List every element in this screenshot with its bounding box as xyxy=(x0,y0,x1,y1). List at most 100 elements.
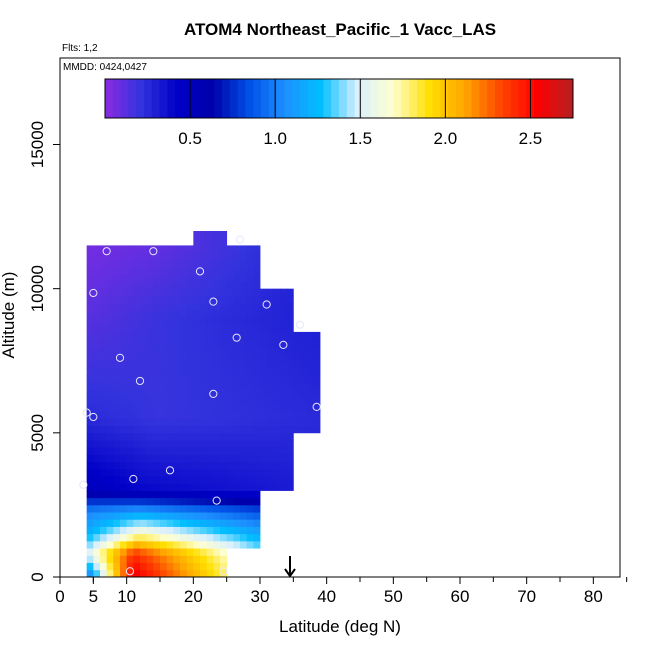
field-cell xyxy=(180,519,188,527)
colorbar-swatch xyxy=(206,79,215,118)
field-cell xyxy=(220,252,228,261)
field-cell xyxy=(306,425,314,434)
field-cell xyxy=(200,562,208,571)
field-cell xyxy=(280,389,288,398)
field-cell xyxy=(226,476,234,484)
field-cell xyxy=(213,303,221,311)
field-cell xyxy=(200,490,208,499)
field-cell xyxy=(286,346,294,354)
field-cell xyxy=(220,548,228,556)
field-cell xyxy=(213,533,221,542)
field-cell xyxy=(180,339,188,347)
field-cell xyxy=(160,339,168,347)
field-cell xyxy=(120,490,128,499)
field-cell xyxy=(160,252,168,261)
field-cell xyxy=(153,389,161,398)
field-cell xyxy=(160,281,168,290)
field-cell xyxy=(140,497,148,506)
field-cell xyxy=(86,360,94,369)
field-cell xyxy=(140,483,148,491)
field-cell xyxy=(206,267,214,275)
field-cell xyxy=(160,548,168,556)
field-cell xyxy=(133,440,141,448)
flights-note: Flts: 1,2 xyxy=(62,43,98,54)
field-cell xyxy=(133,389,141,398)
field-cell xyxy=(106,497,114,506)
field-cell xyxy=(260,346,268,354)
field-cell xyxy=(240,533,248,542)
field-cell xyxy=(186,476,194,484)
field-cell xyxy=(86,468,94,477)
field-cell xyxy=(186,396,194,405)
field-cell xyxy=(126,295,134,304)
field-cell xyxy=(213,447,221,455)
field-cell xyxy=(120,274,128,282)
field-cell xyxy=(173,339,181,347)
field-cell xyxy=(260,447,268,455)
field-cell xyxy=(233,310,241,318)
field-cell xyxy=(86,382,94,390)
field-cell xyxy=(93,483,101,491)
arrow-head xyxy=(284,568,296,578)
field-cell xyxy=(133,360,141,369)
field-cell xyxy=(146,252,154,261)
field-cell xyxy=(126,288,134,297)
field-cell xyxy=(186,425,194,434)
field-cell xyxy=(180,252,188,261)
field-cell xyxy=(106,432,114,441)
field-cell xyxy=(126,259,134,268)
field-cell xyxy=(253,454,261,463)
field-cell xyxy=(120,432,128,441)
field-cell xyxy=(220,411,228,419)
field-cell xyxy=(226,461,234,470)
field-cell xyxy=(100,382,108,390)
field-cell xyxy=(186,447,194,455)
field-cell xyxy=(140,533,148,542)
field-cell xyxy=(126,562,134,571)
field-cell xyxy=(86,562,94,571)
field-cell xyxy=(266,468,274,477)
field-cell xyxy=(260,404,268,412)
field-cell xyxy=(113,274,121,282)
field-cell xyxy=(140,411,148,419)
field-cell xyxy=(246,389,254,398)
field-cell xyxy=(193,519,201,527)
colorbar-swatch xyxy=(198,79,207,118)
field-cell xyxy=(253,483,261,491)
field-cell xyxy=(173,245,181,254)
field-cell xyxy=(213,310,221,318)
field-cell xyxy=(146,317,154,326)
field-cell xyxy=(100,375,108,383)
field-cell xyxy=(153,440,161,448)
field-cell xyxy=(246,375,254,383)
field-cell xyxy=(113,548,121,556)
field-cell xyxy=(233,396,241,405)
field-cell xyxy=(200,238,208,246)
field-cell xyxy=(166,339,174,347)
field-cell xyxy=(120,317,128,326)
field-cell xyxy=(213,411,221,419)
field-cell xyxy=(313,418,321,427)
field-cell xyxy=(220,569,228,577)
field-cell xyxy=(200,360,208,369)
field-cell xyxy=(213,339,221,347)
field-cell xyxy=(220,245,228,254)
field-cell xyxy=(253,389,261,398)
field-cell xyxy=(180,512,188,520)
field-cell xyxy=(153,317,161,326)
field-cell xyxy=(200,548,208,556)
field-cell xyxy=(86,353,94,362)
field-cell xyxy=(106,468,114,477)
field-cell xyxy=(100,303,108,311)
field-cell xyxy=(106,331,114,340)
field-cell xyxy=(100,281,108,290)
field-cell xyxy=(233,504,241,513)
field-cell xyxy=(293,353,301,362)
field-cell xyxy=(113,432,121,441)
field-cell xyxy=(133,461,141,470)
field-cell xyxy=(140,440,148,448)
field-cell xyxy=(193,440,201,448)
field-cell xyxy=(260,425,268,434)
field-cell xyxy=(166,259,174,268)
field-cell xyxy=(246,512,254,520)
